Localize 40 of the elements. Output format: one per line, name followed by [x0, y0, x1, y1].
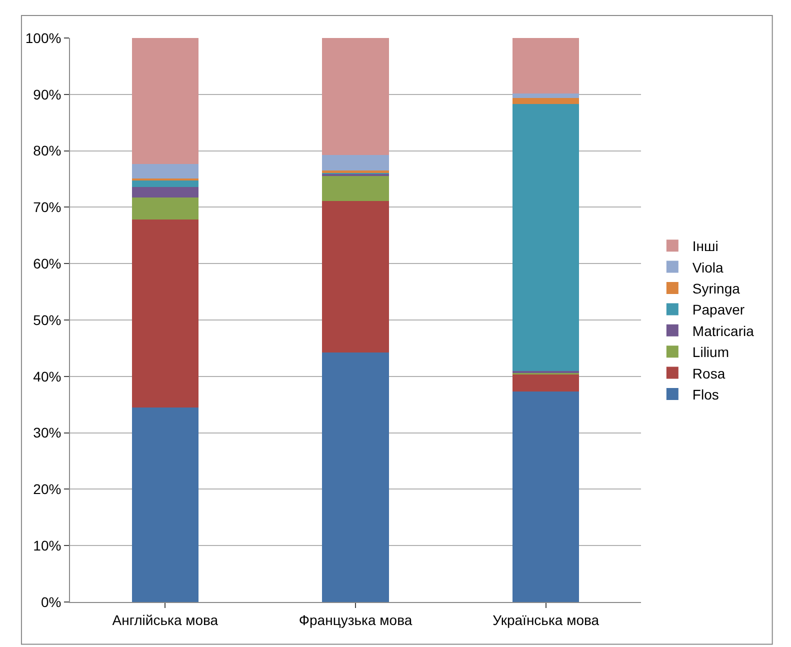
y-tick-label: 30%	[33, 424, 62, 441]
legend-label: Lilium	[692, 344, 729, 360]
y-tick-label: 70%	[33, 199, 62, 216]
bar	[132, 186, 198, 198]
bar	[322, 154, 389, 171]
bar	[322, 175, 389, 201]
y-tick-label: 10%	[33, 538, 62, 554]
x-tick-label: Англійська мова	[112, 612, 218, 628]
x-tick-label: Українська мова	[492, 612, 600, 628]
bar	[132, 407, 198, 602]
bar	[132, 180, 198, 187]
y-tick-label: 0%	[40, 594, 62, 610]
legend-label: Papaver	[692, 302, 745, 318]
legend-label: Інші	[692, 238, 718, 254]
y-tick-label: 80%	[33, 142, 62, 159]
legend-label: Rosa	[692, 365, 726, 382]
bar	[322, 38, 389, 155]
legend-label: Syringa	[692, 280, 740, 296]
x-tick-label: Французька мова	[298, 612, 412, 628]
bar	[512, 374, 580, 392]
bar	[512, 38, 580, 94]
bar	[512, 104, 580, 371]
bar	[132, 198, 198, 220]
bar	[132, 38, 198, 164]
y-tick-label: 90%	[33, 86, 62, 102]
bar	[512, 98, 580, 104]
legend-label: Matricaria	[692, 322, 754, 339]
bar	[322, 352, 389, 602]
y-tick-label: 50%	[33, 312, 62, 328]
bar	[512, 93, 580, 98]
legend-label: Viola	[692, 259, 724, 276]
y-tick-label: 20%	[33, 481, 62, 498]
y-tick-label: 60%	[33, 256, 62, 272]
legend-label: Flos	[692, 386, 719, 402]
y-tick-label: 100%	[25, 30, 62, 46]
bar	[132, 164, 198, 178]
y-tick-label: 40%	[33, 368, 62, 384]
bar	[132, 220, 198, 408]
bar	[322, 201, 389, 353]
bar	[512, 392, 580, 602]
